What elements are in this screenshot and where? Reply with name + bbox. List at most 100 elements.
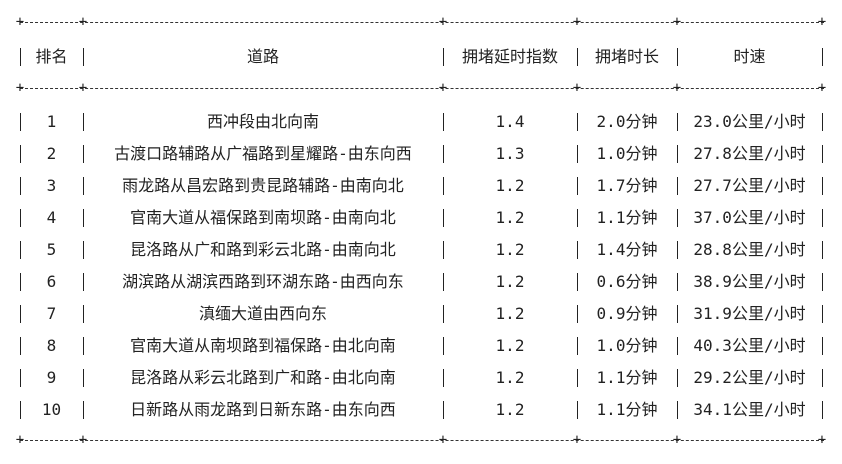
border-corner: + (672, 80, 682, 96)
column-separator (443, 337, 444, 355)
column-separator (822, 273, 823, 291)
column-separator (20, 145, 21, 163)
column-separator (577, 113, 578, 131)
column-separator (822, 145, 823, 163)
border-corner: + (572, 14, 582, 30)
column-separator (443, 401, 444, 419)
column-separator (83, 145, 84, 163)
table-row: 3 雨龙路从昌宏路到贵昆路辅路-由南向北 1.2 1.7分钟 27.7公里/小时 (0, 174, 842, 198)
cell-duration: 1.0分钟 (596, 144, 658, 163)
column-separator (83, 177, 84, 195)
cell-road: 官南大道从福保路到南坝路-由南向北 (130, 208, 396, 227)
column-separator (577, 337, 578, 355)
table-row: 9 昆洛路从彩云北路到广和路-由北向南 1.2 1.1分钟 29.2公里/小时 (0, 366, 842, 390)
column-separator (20, 177, 21, 195)
border-corner: + (817, 432, 827, 448)
column-separator (20, 113, 21, 131)
cell-rank: 8 (46, 336, 57, 355)
cell-speed: 27.8公里/小时 (693, 144, 806, 163)
cell-rank: 3 (46, 176, 57, 195)
table-row: 10 日新路从雨龙路到日新东路-由东向西 1.2 1.1分钟 34.1公里/小时 (0, 398, 842, 422)
column-separator (577, 273, 578, 291)
cell-duration: 1.1分钟 (596, 208, 658, 227)
column-separator (83, 369, 84, 387)
column-separator (443, 113, 444, 131)
cell-duration: 1.0分钟 (596, 336, 658, 355)
cell-delay-index: 1.2 (495, 368, 525, 387)
column-separator (822, 209, 823, 227)
column-separator (443, 241, 444, 259)
column-separator (83, 209, 84, 227)
cell-road: 西冲段由北向南 (206, 112, 319, 131)
border-corner: + (15, 432, 25, 448)
cell-delay-index: 1.4 (495, 112, 525, 131)
cell-speed: 31.9公里/小时 (693, 304, 806, 323)
cell-speed: 34.1公里/小时 (693, 400, 806, 419)
column-separator (677, 113, 678, 131)
cell-road: 雨龙路从昌宏路到贵昆路辅路-由南向北 (122, 176, 404, 195)
cell-road: 滇缅大道由西向东 (198, 304, 327, 323)
header-row: 排名 道路 拥堵延时指数 拥堵时长 时速 (0, 45, 842, 69)
column-separator (83, 401, 84, 419)
cell-rank: 7 (46, 304, 57, 323)
border-corner: + (438, 432, 448, 448)
column-separator (822, 369, 823, 387)
bottom-border: + + + + + + (16, 432, 826, 448)
column-separator (20, 305, 21, 323)
column-separator (677, 48, 678, 66)
cell-rank: 1 (46, 112, 57, 131)
column-separator (83, 337, 84, 355)
cell-delay-index: 1.2 (495, 400, 525, 419)
table-row: 1 西冲段由北向南 1.4 2.0分钟 23.0公里/小时 (0, 110, 842, 134)
border-corner: + (672, 432, 682, 448)
column-separator (577, 369, 578, 387)
column-separator (577, 48, 578, 66)
cell-delay-index: 1.2 (495, 208, 525, 227)
border-corner: + (15, 14, 25, 30)
column-separator (677, 337, 678, 355)
table-row: 7 滇缅大道由西向东 1.2 0.9分钟 31.9公里/小时 (0, 302, 842, 326)
column-separator (822, 48, 823, 66)
cell-rank: 9 (46, 368, 57, 387)
column-separator (20, 241, 21, 259)
cell-duration: 1.1分钟 (596, 368, 658, 387)
header-road: 道路 (246, 47, 279, 66)
column-separator (677, 145, 678, 163)
cell-rank: 2 (46, 144, 57, 163)
cell-road: 昆洛路从广和路到彩云北路-由南向北 (130, 240, 396, 259)
border-corner: + (15, 80, 25, 96)
cell-duration: 1.4分钟 (596, 240, 658, 259)
cell-delay-index: 1.2 (495, 336, 525, 355)
cell-road: 官南大道从南坝路到福保路-由北向南 (130, 336, 396, 355)
column-separator (83, 113, 84, 131)
cell-road: 古渡口路辅路从广福路到星耀路-由东向西 (114, 144, 412, 163)
border-corner: + (817, 80, 827, 96)
column-separator (677, 305, 678, 323)
column-separator (677, 273, 678, 291)
column-separator (83, 48, 84, 66)
cell-speed: 23.0公里/小时 (693, 112, 806, 131)
header-delay-index: 拥堵延时指数 (461, 47, 558, 66)
table-row: 5 昆洛路从广和路到彩云北路-由南向北 1.2 1.4分钟 28.8公里/小时 (0, 238, 842, 262)
table-row: 8 官南大道从南坝路到福保路-由北向南 1.2 1.0分钟 40.3公里/小时 (0, 334, 842, 358)
column-separator (677, 369, 678, 387)
cell-delay-index: 1.3 (495, 144, 525, 163)
column-separator (577, 177, 578, 195)
column-separator (20, 401, 21, 419)
column-separator (677, 209, 678, 227)
header-speed: 时速 (733, 47, 766, 66)
cell-delay-index: 1.2 (495, 304, 525, 323)
column-separator (443, 145, 444, 163)
cell-speed: 38.9公里/小时 (693, 272, 806, 291)
cell-speed: 28.8公里/小时 (693, 240, 806, 259)
column-separator (443, 48, 444, 66)
border-corner: + (817, 14, 827, 30)
column-separator (443, 369, 444, 387)
column-separator (83, 273, 84, 291)
border-corner: + (438, 14, 448, 30)
column-separator (20, 337, 21, 355)
column-separator (443, 305, 444, 323)
column-separator (443, 273, 444, 291)
cell-speed: 37.0公里/小时 (693, 208, 806, 227)
table-row: 2 古渡口路辅路从广福路到星耀路-由东向西 1.3 1.0分钟 27.8公里/小时 (0, 142, 842, 166)
